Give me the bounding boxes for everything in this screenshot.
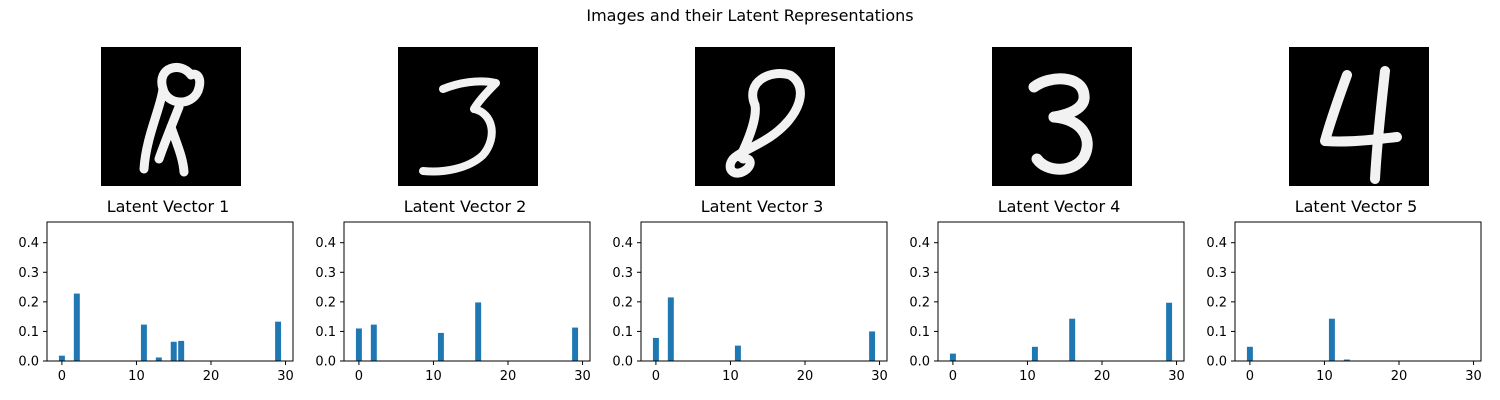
latent-bar-chart-2: 0 10 20 30 0.0 0.1 0.2 0.3 0.4	[315, 221, 591, 384]
y-tick-label: 0.2	[909, 295, 930, 310]
axes-frame	[343, 221, 591, 362]
x-tick-label: 10	[128, 369, 145, 384]
y-tick-label: 0.4	[909, 236, 930, 251]
y-tick-label: 0.3	[909, 266, 930, 281]
latent-bar	[437, 332, 444, 361]
latent-plot-title-1: Latent Vector 1	[106, 197, 230, 216]
y-tick-label: 0.3	[1206, 266, 1227, 281]
latent-bar	[370, 324, 377, 361]
axes-frame	[46, 221, 294, 362]
y-tick-label: 0.1	[1206, 325, 1227, 340]
y-tick-label: 0.4	[18, 236, 39, 251]
latent-bar	[355, 328, 362, 361]
y-tick-label: 0.1	[612, 325, 633, 340]
latent-bar	[155, 357, 162, 361]
latent-bar	[572, 327, 579, 361]
axes-frame	[640, 221, 888, 362]
y-tick-label: 0.2	[315, 295, 336, 310]
y-tick-label: 0.0	[612, 355, 633, 370]
y-tick-label: 0.0	[18, 355, 39, 370]
panel-4: Latent Vector 4 0 10 20 30 0.0 0.1 0.2 0.3 0.4	[891, 0, 1188, 400]
latent-bar-chart-1: 0 10 20 30 0.0 0.1 0.2 0.3 0.4	[18, 221, 294, 384]
y-tick-label: 0.3	[612, 266, 633, 281]
latent-bar	[1166, 302, 1173, 361]
x-tick-label: 10	[425, 369, 442, 384]
latent-bar-chart-5: 0 10 20 30 0.0 0.1 0.2 0.3 0.4	[1206, 221, 1482, 384]
y-tick-label: 0.4	[1206, 236, 1227, 251]
latent-plot-title-3: Latent Vector 3	[700, 197, 824, 216]
y-tick-label: 0.3	[18, 266, 39, 281]
x-tick-label: 10	[1316, 369, 1333, 384]
y-tick-label: 0.4	[612, 236, 633, 251]
latent-bar	[869, 331, 876, 361]
y-tick-label: 0.1	[315, 325, 336, 340]
digit-image-4	[992, 47, 1132, 186]
y-tick-label: 0.0	[1206, 355, 1227, 370]
x-tick-label: 20	[1391, 369, 1408, 384]
latent-bar	[949, 353, 956, 361]
panel-3: Latent Vector 3 0 10 20 30 0.0 0.1 0.2 0.3 0.4	[594, 0, 891, 400]
latent-bar	[58, 355, 65, 361]
latent-bar-chart-3: 0 10 20 30 0.0 0.1 0.2 0.3 0.4	[612, 221, 888, 384]
axes-frame	[1234, 221, 1482, 362]
x-tick-label: 0	[1246, 369, 1254, 384]
x-tick-label: 10	[722, 369, 739, 384]
y-tick-label: 0.1	[18, 325, 39, 340]
y-tick-label: 0.2	[1206, 295, 1227, 310]
y-tick-label: 0.2	[612, 295, 633, 310]
y-tick-label: 0.4	[315, 236, 336, 251]
x-tick-label: 0	[652, 369, 660, 384]
x-tick-label: 30	[574, 369, 591, 384]
latent-bar	[1069, 318, 1076, 361]
panel-1: Latent Vector 1 0 10 20 30 0.0 0.1 0.2 0.3 0.4	[0, 0, 297, 400]
latent-bar	[475, 302, 482, 361]
latent-plot-title-5: Latent Vector 5	[1294, 197, 1418, 216]
digit-image-1	[101, 47, 241, 186]
x-tick-label: 20	[1094, 369, 1111, 384]
x-tick-label: 0	[355, 369, 363, 384]
y-tick-label: 0.0	[315, 355, 336, 370]
latent-bar	[734, 345, 741, 361]
latent-bar	[178, 340, 185, 361]
x-tick-label: 0	[58, 369, 66, 384]
x-tick-label: 10	[1019, 369, 1036, 384]
digit-image-5	[1289, 47, 1429, 186]
latent-bar	[170, 341, 177, 361]
latent-bar	[667, 297, 674, 361]
panel-5: Latent Vector 5 0 10 20 30 0.0 0.1 0.2 0.3 0.4	[1188, 0, 1485, 400]
axes-frame	[937, 221, 1185, 362]
x-tick-label: 0	[949, 369, 957, 384]
y-tick-label: 0.2	[18, 295, 39, 310]
figure-title: Images and their Latent Representations	[586, 6, 914, 25]
digit-image-2	[398, 47, 538, 186]
x-tick-label: 20	[203, 369, 220, 384]
latent-plot-title-2: Latent Vector 2	[403, 197, 527, 216]
latent-bar	[1246, 346, 1253, 361]
latent-bar	[1031, 346, 1038, 361]
x-tick-label: 30	[1168, 369, 1185, 384]
x-tick-label: 30	[1465, 369, 1482, 384]
digit-image-3	[695, 47, 835, 186]
panel-2: Latent Vector 2 0 10 20 30 0.0 0.1 0.2 0.3 0.4	[297, 0, 594, 400]
latent-bar	[652, 337, 659, 361]
x-tick-label: 20	[797, 369, 814, 384]
y-tick-label: 0.0	[909, 355, 930, 370]
latent-bar-chart-4: 0 10 20 30 0.0 0.1 0.2 0.3 0.4	[909, 221, 1185, 384]
latent-bar	[73, 293, 80, 361]
y-tick-label: 0.1	[909, 325, 930, 340]
x-tick-label: 30	[871, 369, 888, 384]
latent-bar	[140, 324, 147, 361]
latent-bar	[1328, 318, 1335, 361]
x-tick-label: 30	[277, 369, 294, 384]
latent-bar	[275, 321, 282, 361]
y-tick-label: 0.3	[315, 266, 336, 281]
latent-bar	[1343, 359, 1350, 361]
latent-plot-title-4: Latent Vector 4	[997, 197, 1121, 216]
x-tick-label: 20	[500, 369, 517, 384]
